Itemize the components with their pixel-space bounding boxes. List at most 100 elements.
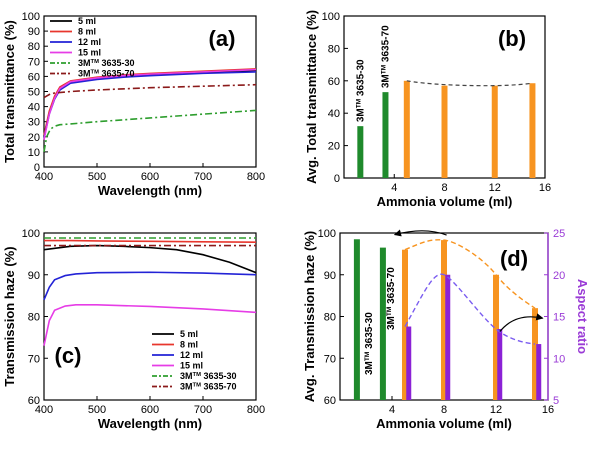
aspect-bar	[536, 344, 542, 400]
y-tick-label: 30	[28, 117, 40, 129]
y-axis-label: Transmission haze (%)	[2, 246, 17, 386]
haze-bar	[402, 249, 408, 400]
arrow-to-right-axis	[499, 313, 544, 332]
x-axis-label: Ammonia volume (ml)	[376, 416, 512, 431]
series-line-s12	[43, 71, 257, 139]
haze-bar	[493, 274, 499, 400]
x-tick-label: 8	[441, 182, 447, 194]
bar	[529, 83, 536, 178]
bar-label: 3MTM 3635-70	[385, 267, 397, 330]
y-tick-label: 80	[28, 41, 40, 53]
haze-bar	[441, 240, 447, 400]
legend-label-s5: 5 ml	[180, 329, 198, 339]
y-tick-label: 80	[324, 312, 336, 324]
y-axis-label: Total transmittance (%)	[2, 20, 17, 163]
panel-b-avg-total-transmittance: 4 8 12 16 0 20 40 60 80 100 Ammonia volume (ml) Avg…	[304, 10, 551, 209]
panel-label: (b)	[498, 26, 526, 51]
aspect-bar	[406, 326, 412, 400]
x-tick-label: 700	[194, 171, 212, 183]
x-tick-label: 4	[391, 182, 397, 194]
x-tick-label: 12	[490, 404, 502, 416]
haze-trend-line	[404, 239, 536, 309]
x-tick-label: 800	[247, 404, 265, 416]
y-tick-label: 70	[28, 56, 40, 68]
legend-label-s70: 3MTM 3635-70	[180, 382, 236, 392]
x-axis-label: Wavelength (nm)	[98, 416, 202, 431]
y2-tick-label: 10	[553, 353, 565, 365]
bar-label: 3MTM 3635-70	[380, 25, 392, 88]
y2-tick-label: 15	[553, 312, 565, 324]
y-axis-label: Avg. Transmission haze (%)	[302, 231, 317, 402]
bar-label: 3MTM 3635-30	[355, 59, 367, 122]
y2-tick-label: 20	[553, 270, 565, 282]
haze-bar	[532, 308, 538, 400]
y-tick-label: 50	[28, 87, 40, 99]
series-line-s30	[43, 109, 257, 153]
haze-bar	[353, 239, 360, 400]
y-tick-label: 100	[22, 228, 40, 240]
legend-label-s15: 15 ml	[180, 361, 203, 371]
y-tick-label: 70	[28, 353, 40, 365]
x-tick-label: 8	[441, 404, 447, 416]
y-tick-label: 40	[28, 102, 40, 114]
x-tick-label: 500	[88, 404, 106, 416]
trend-line	[406, 80, 533, 87]
series-line-s70	[43, 83, 257, 99]
y-tick-label: 60	[324, 395, 336, 407]
y-tick-label: 60	[28, 71, 40, 83]
legend-label-s15: 15 ml	[78, 48, 101, 58]
panel-c-transmission-haze: 400 500 600 700 800 60 70 80 90 100 Wavelength (nm…	[2, 228, 265, 431]
legend-label-s70: 3MTM 3635-70	[78, 69, 134, 79]
x-tick-label: 500	[88, 171, 106, 183]
legend-label-s8: 8 ml	[78, 27, 96, 37]
bar-label: 3MTM 3635-30	[363, 312, 375, 375]
y-tick-label: 90	[28, 26, 40, 38]
bar	[382, 92, 389, 178]
y-tick-label: 70	[324, 353, 336, 365]
y-tick-label: 100	[22, 11, 40, 23]
x-tick-label: 400	[35, 171, 53, 183]
y-tick-label: 80	[328, 43, 340, 55]
bar	[441, 85, 448, 178]
y2-axis-label: Aspect ratio	[575, 279, 590, 354]
series-line-s15	[43, 68, 257, 140]
x-tick-label: 700	[194, 404, 212, 416]
x-tick-label: 600	[141, 404, 159, 416]
haze-bar	[379, 247, 386, 400]
panel-label: (c)	[55, 343, 82, 368]
x-tick-label: 16	[542, 404, 554, 416]
legend-label-s30: 3MTM 3635-30	[78, 58, 134, 68]
y-tick-label: 100	[318, 228, 336, 240]
y-tick-label: 0	[334, 173, 340, 185]
y-tick-label: 100	[322, 11, 340, 23]
legend-label-s30: 3MTM 3635-30	[180, 371, 236, 381]
y-tick-label: 20	[328, 141, 340, 153]
x-tick-label: 800	[247, 171, 265, 183]
y-tick-label: 80	[28, 312, 40, 324]
x-tick-label: 12	[489, 182, 501, 194]
aspect-bar	[445, 274, 451, 400]
bar	[357, 126, 364, 178]
aspect-bar	[497, 329, 503, 400]
panel-d-avg-haze-aspect-ratio: 4 8 12 16 60 70 80 90 100 Ammonia volume (ml) Avg.…	[302, 228, 590, 431]
panel-label: (d)	[500, 246, 528, 271]
series-line-s5	[43, 244, 257, 274]
x-tick-label: 16	[539, 182, 551, 194]
bar	[491, 85, 498, 178]
y-tick-label: 0	[34, 162, 40, 174]
y-tick-label: 10	[28, 147, 40, 159]
series-line-s15	[43, 304, 257, 346]
bar	[403, 80, 410, 178]
panel-label: (a)	[209, 26, 236, 51]
legend-label-s5: 5 ml	[78, 16, 96, 26]
panel-a-total-transmittance: 400 500 600 700 800 0 10 20 30 40 50 60 70 80 90 100 Wav…	[2, 11, 265, 198]
series-line-s8	[44, 239, 257, 243]
legend-label-s12: 12 ml	[78, 37, 101, 47]
aspect-trend-line	[404, 273, 536, 345]
x-tick-label: 400	[35, 404, 53, 416]
x-tick-label: 4	[389, 404, 395, 416]
y-tick-label: 40	[328, 108, 340, 120]
y-tick-label: 60	[328, 76, 340, 88]
y-tick-label: 90	[324, 270, 336, 282]
x-axis-label: Ammonia volume (ml)	[377, 194, 513, 209]
